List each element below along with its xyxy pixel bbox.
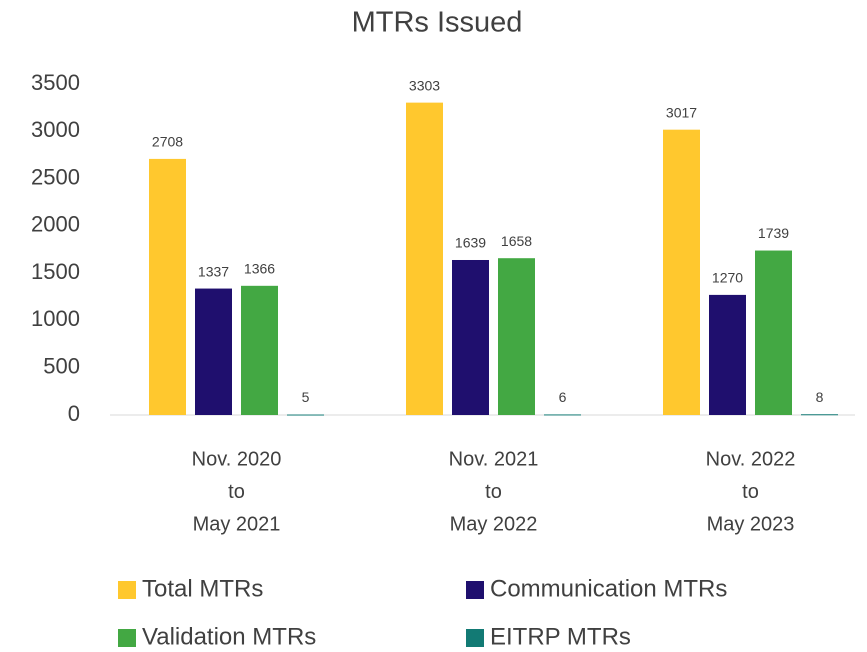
- bar: [498, 258, 535, 415]
- value-label: 5: [302, 389, 310, 405]
- value-label: 2708: [152, 134, 183, 150]
- value-label: 1366: [244, 261, 275, 277]
- x-tick-label: to: [485, 481, 502, 503]
- legend-label: Validation MTRs: [142, 623, 316, 650]
- legend-swatch: [466, 629, 484, 647]
- y-tick-label: 0: [68, 401, 80, 426]
- bar: [287, 414, 324, 416]
- bar: [755, 250, 792, 415]
- x-tick-label: Nov. 2022: [706, 448, 796, 470]
- value-label: 6: [559, 389, 567, 405]
- x-tick-label: May 2021: [193, 513, 281, 535]
- y-tick-label: 2000: [31, 212, 80, 237]
- value-label: 1337: [198, 263, 229, 279]
- legend-swatch: [466, 581, 484, 599]
- bar: [406, 102, 443, 416]
- x-tick-label: Nov. 2021: [449, 448, 539, 470]
- y-tick-label: 1000: [31, 306, 80, 331]
- value-label: 1270: [712, 270, 743, 286]
- x-tick-label: to: [228, 481, 245, 503]
- y-tick-label: 3500: [31, 70, 80, 95]
- value-label: 1739: [758, 225, 789, 241]
- y-tick-label: 1500: [31, 259, 80, 284]
- bar: [149, 158, 186, 415]
- y-tick-label: 500: [43, 354, 80, 379]
- legend-label: EITRP MTRs: [490, 623, 631, 650]
- bar: [452, 259, 489, 415]
- bar: [544, 414, 581, 416]
- bar: [663, 129, 700, 416]
- value-label: 3017: [666, 104, 697, 120]
- value-label: 1639: [455, 235, 486, 251]
- x-tick-label: to: [742, 481, 759, 503]
- x-tick-label: Nov. 2020: [192, 448, 282, 470]
- bar: [709, 294, 746, 415]
- value-label: 8: [816, 389, 824, 405]
- legend-label: Communication MTRs: [490, 575, 727, 602]
- bar: [241, 285, 278, 415]
- legend-swatch: [118, 629, 136, 647]
- value-label: 1658: [501, 233, 532, 249]
- value-label: 3303: [409, 77, 440, 93]
- bar: [195, 288, 232, 415]
- x-tick-label: May 2022: [450, 513, 538, 535]
- y-tick-label: 3000: [31, 117, 80, 142]
- legend-swatch: [118, 581, 136, 599]
- x-tick-label: May 2023: [707, 513, 795, 535]
- y-tick-label: 2500: [31, 164, 80, 189]
- chart-title: MTRs Issued: [352, 7, 523, 39]
- legend-label: Total MTRs: [142, 575, 263, 602]
- bar: [801, 414, 838, 416]
